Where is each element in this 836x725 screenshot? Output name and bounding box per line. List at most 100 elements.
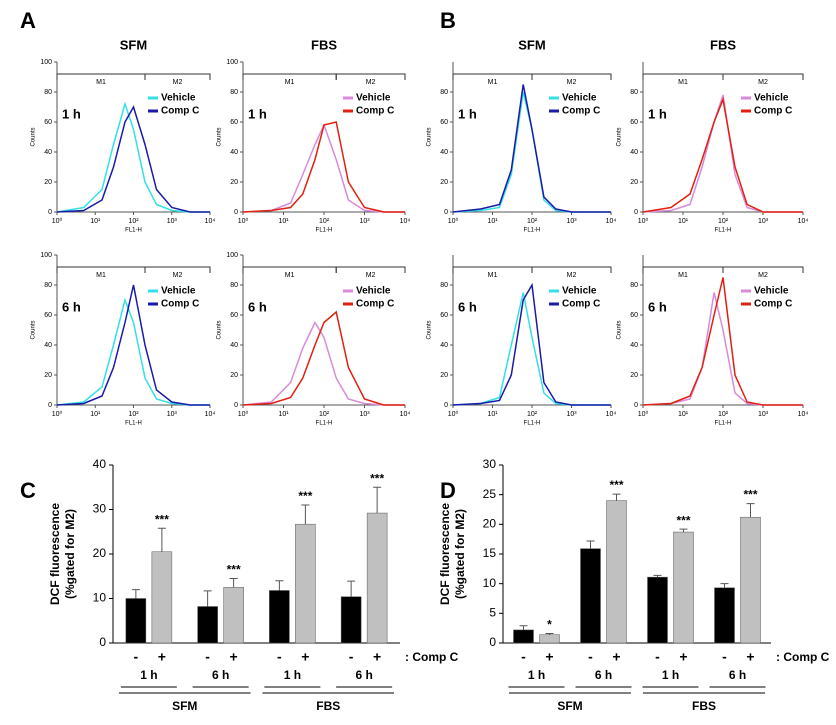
group-label: SFM — [557, 699, 582, 713]
treatment-sign: - — [134, 649, 139, 665]
y-tick-label: 80 — [44, 282, 52, 289]
y-tick-label: 10 — [483, 576, 497, 590]
histogram-line — [242, 121, 405, 213]
gate-label: M1 — [285, 272, 295, 279]
y-tick-label: 0 — [444, 209, 448, 216]
time-label: 6 h — [355, 668, 372, 682]
legend-label: Comp C — [356, 106, 394, 117]
panel-letter: C — [20, 478, 36, 503]
x-axis-label: FL1-H — [715, 228, 732, 234]
gate-label: M1 — [488, 272, 498, 279]
y-tick-label: 40 — [44, 149, 52, 156]
error-bar — [157, 527, 166, 552]
x-tick-label: 10¹ — [487, 411, 498, 418]
treatment-sign: - — [521, 649, 526, 665]
time-label: 1 h — [140, 668, 157, 682]
gate — [531, 266, 612, 273]
y-tick-label: 0 — [634, 209, 638, 216]
histogram-line — [56, 101, 210, 213]
y-tick-label: 20 — [230, 372, 238, 379]
panel-letter: A — [20, 8, 36, 33]
error-bar — [131, 589, 140, 599]
y-tick-label: 40 — [440, 149, 448, 156]
x-tick-label: 10⁴ — [798, 411, 809, 418]
y-axis-label: Counts — [617, 127, 623, 146]
bar — [340, 596, 362, 644]
y-tick-label: 20 — [44, 179, 52, 186]
x-tick-label: 10³ — [566, 218, 577, 225]
legend-label: Comp C — [356, 299, 394, 310]
legend-label: Vehicle — [356, 286, 391, 297]
x-tick-label: 10⁰ — [52, 410, 63, 418]
x-tick-label: 10⁴ — [205, 411, 216, 418]
y-axis-label: (%gated for M2) — [63, 509, 77, 599]
time-label: 6 h — [458, 299, 477, 314]
histogram-line — [242, 320, 405, 406]
y-tick-label: 20 — [440, 372, 448, 379]
y-tick-label: 15 — [483, 546, 497, 560]
error-bar — [373, 486, 382, 514]
panel-title: FBS — [710, 37, 736, 52]
y-tick-label: 30 — [483, 457, 497, 471]
treatment-sign: + — [746, 649, 754, 665]
time-label: 1 h — [284, 668, 301, 682]
y-tick-label: 60 — [440, 312, 448, 319]
x-axis-label: FL1-H — [524, 228, 541, 234]
y-tick-label: 30 — [93, 502, 107, 516]
treatment-sign: + — [230, 649, 238, 665]
x-tick-label: 10³ — [359, 411, 370, 418]
y-axis-label: (%gated for M2) — [453, 509, 467, 599]
legend-label: Vehicle — [754, 286, 789, 297]
bar — [673, 531, 694, 644]
error-bar — [229, 577, 238, 588]
treatment-sign: + — [301, 649, 309, 665]
gate-label: M2 — [567, 272, 577, 279]
y-tick-label: 80 — [630, 89, 638, 96]
significance: *** — [227, 563, 241, 577]
x-tick-label: 10³ — [167, 411, 178, 418]
group-label: FBS — [692, 699, 716, 713]
bar — [197, 606, 218, 644]
x-axis-label: FL1-H — [316, 421, 333, 427]
y-axis-label: Counts — [427, 320, 433, 339]
y-tick-label: 100 — [40, 252, 52, 259]
gate — [722, 266, 804, 273]
bar — [366, 512, 388, 644]
y-tick-label: 20 — [230, 179, 238, 186]
significance: *** — [609, 478, 623, 492]
gate — [335, 266, 406, 273]
y-axis-label: DCF fluorescence — [48, 503, 62, 605]
legend-label: Vehicle — [161, 286, 196, 297]
time-label: 6 h — [62, 299, 81, 314]
time-label: 1 h — [648, 106, 667, 121]
x-tick-label: 10² — [718, 218, 729, 225]
legend-label: Vehicle — [562, 286, 597, 297]
x-tick-label: 10⁰ — [638, 410, 649, 418]
x-tick-label: 10² — [128, 218, 139, 225]
y-tick-label: 40 — [93, 457, 107, 471]
x-tick-label: 10⁴ — [606, 218, 617, 225]
y-tick-label: 60 — [440, 119, 448, 126]
legend-label: Comp C — [562, 106, 600, 117]
y-tick-label: 80 — [440, 89, 448, 96]
y-tick-label: 0 — [444, 402, 448, 409]
x-tick-label: 10⁰ — [238, 217, 249, 225]
gate-label: M2 — [173, 79, 183, 86]
y-tick-label: 20 — [630, 372, 638, 379]
treatment-sign: - — [655, 649, 660, 665]
treatment-sign: + — [612, 649, 620, 665]
treatment-sign: + — [545, 649, 553, 665]
error-bar — [203, 590, 212, 607]
y-tick-label: 80 — [440, 282, 448, 289]
gate-label: M2 — [567, 79, 577, 86]
y-tick-label: 40 — [440, 342, 448, 349]
gate-label: M2 — [366, 272, 376, 279]
group-label: FBS — [316, 699, 340, 713]
gate — [722, 73, 804, 80]
treatment-sign: - — [588, 649, 593, 665]
y-axis-label: DCF fluorescence — [438, 503, 452, 605]
y-tick-label: 40 — [230, 149, 238, 156]
bar — [125, 598, 147, 644]
y-tick-label: 10 — [93, 591, 107, 605]
